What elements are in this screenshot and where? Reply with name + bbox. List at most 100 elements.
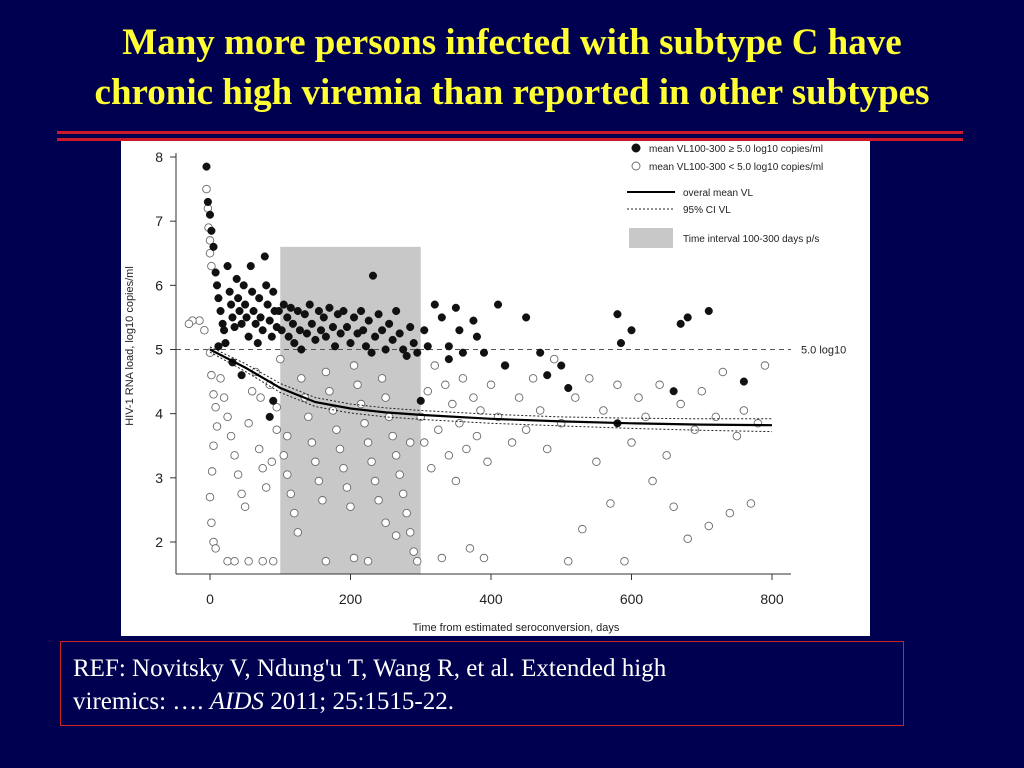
open-point — [207, 467, 217, 476]
filled-point — [361, 342, 371, 351]
open-point — [223, 557, 232, 566]
filled-point — [385, 319, 394, 328]
open-point — [564, 557, 573, 566]
filled-point — [430, 300, 439, 309]
open-point — [451, 476, 461, 486]
open-point — [332, 425, 341, 434]
open-point — [528, 374, 538, 383]
open-point — [655, 380, 664, 390]
filled-point — [368, 271, 378, 280]
open-point — [669, 502, 678, 511]
open-point — [430, 361, 440, 370]
filled-point — [356, 306, 366, 316]
filled-point — [263, 300, 272, 309]
filled-point — [253, 339, 262, 348]
filled-point — [316, 326, 326, 335]
filled-point — [444, 355, 453, 364]
open-point — [486, 380, 496, 390]
open-point — [370, 476, 380, 486]
x-tick-label: 600 — [620, 591, 644, 607]
filled-point — [342, 322, 352, 332]
open-point — [223, 412, 232, 422]
title-line-1: Many more persons infected with subtype … — [122, 22, 902, 63]
filled-point — [221, 339, 230, 348]
filled-point — [293, 306, 302, 316]
title-divider-top — [57, 131, 963, 134]
filled-point — [269, 396, 278, 405]
filled-point — [371, 332, 380, 341]
filled-point — [232, 274, 241, 283]
x-tick-label: 200 — [339, 591, 363, 607]
filled-point — [423, 342, 432, 351]
shaded-interval — [280, 246, 421, 575]
open-point — [483, 457, 492, 467]
open-point — [216, 374, 225, 383]
open-point — [592, 457, 601, 467]
filled-point — [378, 326, 387, 335]
open-point — [402, 508, 411, 518]
open-point — [244, 557, 253, 566]
open-point — [462, 444, 471, 454]
open-point — [381, 518, 390, 528]
open-point — [437, 553, 447, 563]
open-point — [356, 399, 366, 409]
filled-point — [381, 345, 390, 354]
open-point — [718, 367, 728, 377]
filled-point — [265, 316, 274, 325]
filled-point — [269, 287, 278, 296]
open-point — [676, 399, 685, 409]
x-tick-label: 800 — [760, 591, 784, 607]
filled-point — [420, 326, 429, 335]
open-point — [391, 451, 401, 460]
open-point — [441, 380, 450, 390]
open-point — [444, 451, 454, 460]
filled-point — [613, 310, 622, 319]
filled-point — [246, 262, 255, 271]
filled-point — [455, 326, 464, 335]
legend-filled-marker — [631, 143, 641, 153]
filled-point — [364, 316, 373, 325]
filled-point — [274, 306, 283, 316]
open-point — [374, 496, 383, 505]
open-point — [363, 438, 373, 447]
filled-point — [359, 326, 368, 335]
legend-interval-swatch — [629, 228, 673, 248]
filled-point — [543, 371, 552, 380]
filled-point — [262, 281, 271, 290]
open-point — [391, 531, 401, 540]
open-point — [207, 261, 216, 271]
filled-point — [286, 303, 295, 312]
open-point — [535, 406, 545, 415]
open-point — [571, 393, 580, 402]
reference-text-cont: viremics: …. — [73, 688, 210, 715]
open-point — [256, 393, 265, 402]
filled-point — [300, 310, 309, 319]
open-point — [363, 557, 373, 566]
open-point — [412, 557, 422, 566]
filled-point — [627, 326, 636, 335]
y-tick-label: 4 — [155, 406, 163, 422]
filled-point — [256, 313, 265, 322]
open-point — [472, 431, 482, 441]
open-point — [205, 236, 215, 245]
open-point — [349, 553, 359, 563]
filled-point — [209, 242, 218, 251]
filled-point — [336, 329, 345, 338]
filled-point — [234, 294, 243, 303]
open-point — [627, 438, 636, 447]
open-point — [521, 425, 531, 434]
open-point — [200, 325, 209, 335]
open-point — [279, 451, 289, 460]
filled-point — [388, 335, 397, 344]
open-point — [304, 412, 313, 422]
open-point — [455, 419, 464, 428]
filled-point — [228, 313, 237, 322]
open-point — [507, 438, 517, 447]
y-tick-label: 8 — [155, 149, 163, 165]
filled-point — [242, 313, 251, 322]
filled-point — [339, 306, 348, 316]
open-point — [321, 367, 331, 377]
open-point — [211, 403, 220, 412]
filled-point — [223, 262, 232, 271]
open-point — [205, 492, 215, 502]
